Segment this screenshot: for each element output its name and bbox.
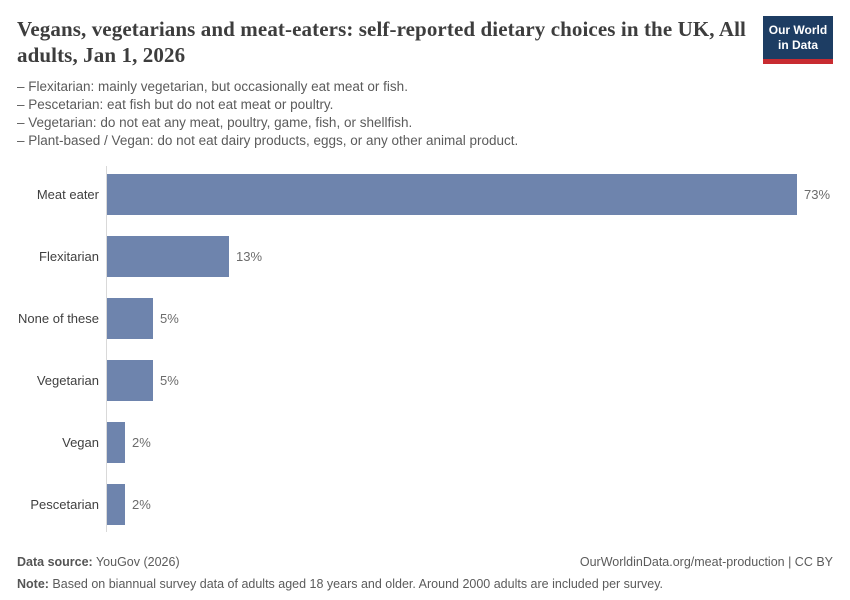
bar[interactable] bbox=[106, 421, 125, 463]
category-label: Meat eater bbox=[36, 186, 99, 202]
bar-area: 2% bbox=[106, 421, 833, 463]
owid-logo-line1: Our World bbox=[768, 23, 828, 37]
bar-area: 5% bbox=[106, 297, 833, 339]
data-source: Data source: YouGov (2026) bbox=[17, 553, 180, 571]
bar[interactable] bbox=[106, 297, 153, 339]
definition-line: – Pescetarian: eat fish but do not eat m… bbox=[17, 96, 334, 112]
y-axis-line bbox=[106, 165, 107, 532]
value-label: 5% bbox=[160, 372, 179, 388]
rights-link[interactable]: OurWorldinData.org/meat-production | CC … bbox=[579, 554, 833, 569]
data-source-label: Data source: bbox=[17, 554, 93, 569]
bar-row: Flexitarian 13% bbox=[17, 235, 833, 277]
category-label: None of these bbox=[18, 310, 99, 326]
bar-area: 5% bbox=[106, 359, 833, 401]
category-label: Pescetarian bbox=[30, 496, 99, 512]
value-label: 2% bbox=[132, 434, 151, 450]
bar-chart-plot: Meat eater 73% Flexitarian 13% None of these… bbox=[17, 165, 833, 532]
definition-line: – Vegetarian: do not eat any meat, poult… bbox=[17, 114, 413, 130]
bar-area: 2% bbox=[106, 483, 833, 525]
header: Vegans, vegetarians and meat-eaters: sel… bbox=[17, 16, 833, 69]
owid-logo-line2: in Data bbox=[777, 38, 818, 52]
footer-note: Note: Based on biannual survey data of a… bbox=[17, 575, 833, 593]
definition-line: – Flexitarian: mainly vegetarian, but oc… bbox=[17, 78, 408, 94]
category-label: Vegetarian bbox=[36, 372, 99, 388]
bar-row: Pescetarian 2% bbox=[17, 483, 833, 525]
bar[interactable] bbox=[106, 359, 153, 401]
bar[interactable] bbox=[106, 173, 797, 215]
bar[interactable] bbox=[106, 483, 125, 525]
bar-row: Vegetarian 5% bbox=[17, 359, 833, 401]
footer: Data source: YouGov (2026) OurWorldinDat… bbox=[17, 553, 833, 593]
data-source-value: YouGov (2026) bbox=[92, 554, 180, 569]
category-label: Flexitarian bbox=[39, 248, 99, 264]
value-label: 73% bbox=[804, 186, 831, 202]
value-label: 5% bbox=[160, 310, 179, 326]
bar-area: 13% bbox=[106, 235, 833, 277]
category-label: Vegan bbox=[62, 434, 99, 450]
owid-logo[interactable]: Our World in Data bbox=[763, 16, 833, 64]
chart-title: Vegans, vegetarians and meat-eaters: sel… bbox=[17, 17, 746, 68]
definition-line: – Plant-based / Vegan: do not eat dairy … bbox=[17, 132, 519, 148]
bar-area: 73% bbox=[106, 173, 833, 215]
note-value: Based on biannual survey data of adults … bbox=[48, 576, 664, 591]
bar[interactable] bbox=[106, 235, 229, 277]
bar-row: None of these 5% bbox=[17, 297, 833, 339]
bar-row: Meat eater 73% bbox=[17, 173, 833, 215]
footer-source-row: Data source: YouGov (2026) OurWorldinDat… bbox=[17, 553, 833, 571]
bar-row: Vegan 2% bbox=[17, 421, 833, 463]
definitions-block: – Flexitarian: mainly vegetarian, but oc… bbox=[17, 78, 833, 150]
value-label: 13% bbox=[236, 248, 263, 264]
note-label: Note: bbox=[17, 576, 49, 591]
value-label: 2% bbox=[132, 496, 151, 512]
